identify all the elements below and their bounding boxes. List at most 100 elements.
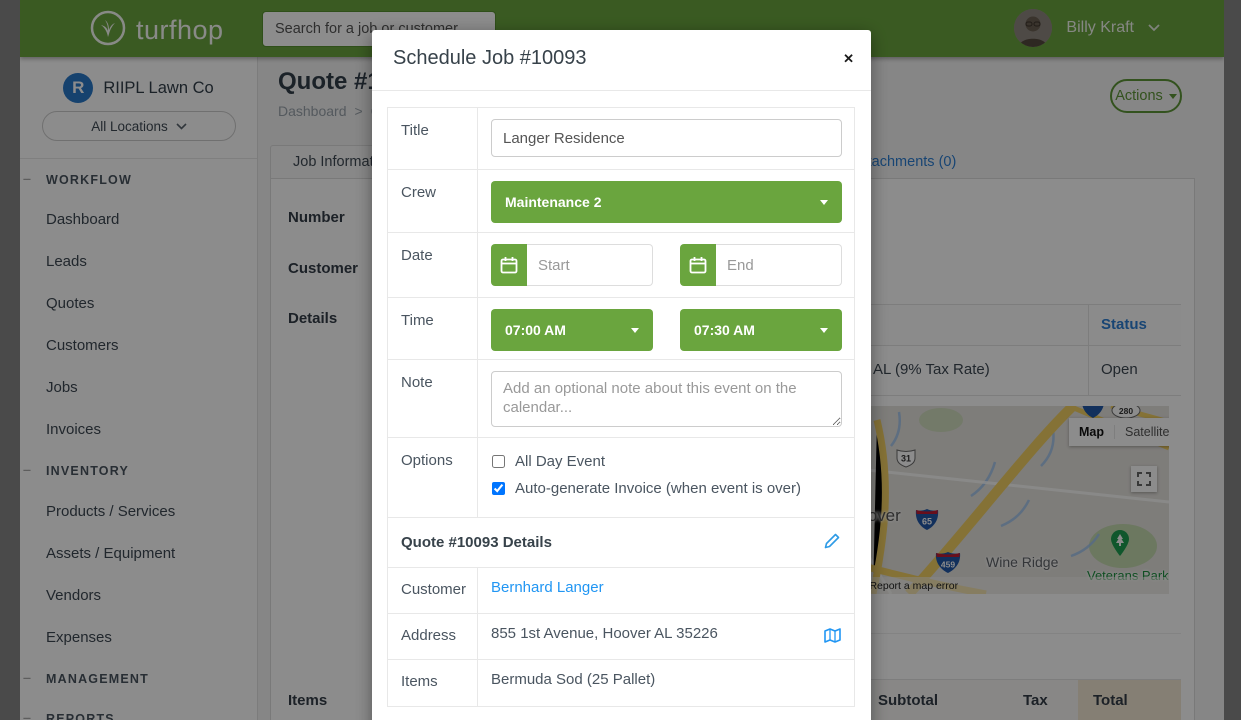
all-day-event-option[interactable]: All Day Event	[492, 453, 840, 470]
options-label: Options	[388, 438, 478, 517]
title-input[interactable]	[491, 119, 842, 157]
close-icon[interactable]: ✕	[843, 51, 854, 66]
sidebar-section-management: --- MANAGEMENT	[23, 672, 149, 686]
fullscreen-icon	[1137, 472, 1151, 486]
avatar	[1014, 9, 1053, 47]
edit-pencil-icon[interactable]	[824, 533, 840, 553]
date-label: Date	[388, 233, 478, 297]
sidebar-item-leads[interactable]: Leads	[46, 253, 87, 270]
total-column-highlight	[1078, 680, 1181, 720]
form-row-date: Date	[388, 233, 854, 298]
auto-invoice-checkbox[interactable]	[492, 482, 505, 495]
calendar-icon	[689, 257, 707, 274]
sidebar-section-inventory: --- INVENTORY	[23, 464, 130, 478]
sidebar-item-jobs[interactable]: Jobs	[46, 379, 78, 396]
map-type-control[interactable]: Map Satellite	[1069, 418, 1169, 446]
chevron-down-icon	[1148, 24, 1160, 32]
breadcrumb-dashboard[interactable]: Dashboard	[278, 103, 347, 119]
note-textarea[interactable]	[491, 371, 842, 427]
crew-dropdown[interactable]: Maintenance 2	[491, 181, 842, 223]
interstate-shield-partial	[1081, 406, 1105, 423]
fullscreen-button[interactable]	[1131, 466, 1157, 492]
caret-down-icon	[820, 199, 828, 205]
map-type-map[interactable]: Map	[1079, 425, 1104, 439]
title-label: Title	[388, 108, 478, 169]
interstate-65-shield: 65	[915, 509, 939, 535]
sidebar-item-vendors[interactable]: Vendors	[46, 587, 102, 604]
quote-address-row: Address 855 1st Avenue, Hoover AL 35226	[388, 614, 854, 660]
end-date-group	[680, 244, 842, 286]
all-day-checkbox[interactable]	[492, 455, 505, 468]
end-date-calendar-button[interactable]	[680, 244, 716, 286]
company-logo: R	[63, 73, 94, 103]
sidebar-item-products-services[interactable]: Products / Services	[46, 503, 176, 520]
end-time-dropdown[interactable]: 07:30 AM	[680, 309, 842, 351]
status-column-header: Status	[1101, 316, 1147, 333]
user-menu[interactable]: Billy Kraft	[1014, 9, 1160, 47]
form-row-title: Title	[388, 108, 854, 170]
chevron-down-icon	[176, 122, 187, 130]
quote-items-row: Items Bermuda Sod (25 Pallet)	[388, 660, 854, 706]
sidebar-divider	[20, 158, 257, 159]
location-selector[interactable]: All Locations	[42, 111, 236, 141]
map-type-satellite[interactable]: Satellite	[1114, 425, 1169, 439]
quote-customer-row: Customer Bernhard Langer	[388, 568, 854, 614]
start-date-input[interactable]	[527, 244, 653, 286]
sidebar-item-invoices[interactable]: Invoices	[46, 421, 102, 438]
logo-wordmark: turfhop	[136, 15, 224, 45]
form-row-time: Time 07:00 AM 07:30 AM	[388, 298, 854, 360]
user-name: Billy Kraft	[1066, 19, 1134, 36]
quote-details-section-header: Quote #10093 Details	[388, 518, 854, 568]
auto-invoice-option[interactable]: Auto-generate Invoice (when event is ove…	[492, 480, 840, 497]
sidebar-section-workflow: --- WORKFLOW	[23, 173, 132, 187]
sidebar: R RIIPL Lawn Co All Locations --- WORKFLO…	[20, 57, 258, 720]
us-route-31-shield: 31	[895, 448, 917, 473]
end-date-input[interactable]	[716, 244, 842, 286]
time-label: Time	[388, 298, 478, 359]
subtotal-column-header: Subtotal	[878, 692, 938, 709]
interstate-459-shield: 459	[935, 552, 961, 578]
report-map-error-link[interactable]: Report a map error	[869, 579, 959, 592]
actions-button[interactable]: Actions	[1110, 79, 1182, 113]
tab-attachments[interactable]: Attachments (0)	[853, 153, 957, 170]
label-number: Number	[288, 209, 345, 226]
start-time-dropdown[interactable]: 07:00 AM	[491, 309, 653, 351]
svg-text:31: 31	[901, 454, 911, 464]
label-items: Items	[288, 692, 328, 709]
turfhop-grass-icon	[88, 8, 128, 53]
status-value: Open	[1101, 361, 1138, 378]
form-row-crew: Crew Maintenance 2	[388, 170, 854, 233]
turfhop-logo[interactable]: turfhop	[88, 8, 224, 53]
address-text: 855 1st Avenue, Hoover AL 35226	[491, 625, 718, 642]
company-row: R RIIPL Lawn Co	[20, 73, 257, 103]
sidebar-item-dashboard[interactable]: Dashboard	[46, 211, 120, 228]
start-date-group	[491, 244, 653, 286]
tax-column-header: Tax	[1023, 692, 1048, 709]
tax-location-text: AL (9% Tax Rate)	[873, 361, 990, 378]
sidebar-section-reports: --- REPORTS	[23, 712, 115, 720]
breadcrumb-separator: >	[354, 103, 363, 119]
items-table-header-row: Subtotal Tax Total	[621, 679, 1181, 720]
sidebar-item-assets-equipment[interactable]: Assets / Equipment	[46, 545, 176, 562]
customer-label: Customer	[388, 568, 478, 613]
view-on-map-icon[interactable]	[824, 628, 841, 648]
sidebar-item-customers[interactable]: Customers	[46, 337, 119, 354]
caret-down-icon	[820, 327, 828, 333]
svg-text:280: 280	[1119, 406, 1133, 416]
sidebar-item-quotes[interactable]: Quotes	[46, 295, 95, 312]
company-name: RIIPL Lawn Co	[103, 78, 214, 97]
start-date-calendar-button[interactable]	[491, 244, 527, 286]
customer-link[interactable]: Bernhard Langer	[491, 579, 604, 596]
details-value-row: AL (9% Tax Rate) Open	[621, 346, 1181, 396]
label-customer: Customer	[288, 260, 359, 277]
sidebar-item-expenses[interactable]: Expenses	[46, 629, 112, 646]
caret-down-icon	[1168, 93, 1177, 99]
svg-text:459: 459	[941, 560, 955, 570]
calendar-icon	[500, 257, 518, 274]
caret-down-icon	[631, 327, 639, 333]
schedule-form: Title Crew Maintenance 2 Date	[387, 107, 855, 707]
form-row-options: Options All Day Event Auto-generate Invo…	[388, 438, 854, 518]
map-label-area: Wine Ridge	[986, 554, 1059, 570]
items-text: Bermuda Sod (25 Pallet)	[491, 671, 656, 688]
address-label: Address	[388, 614, 478, 659]
